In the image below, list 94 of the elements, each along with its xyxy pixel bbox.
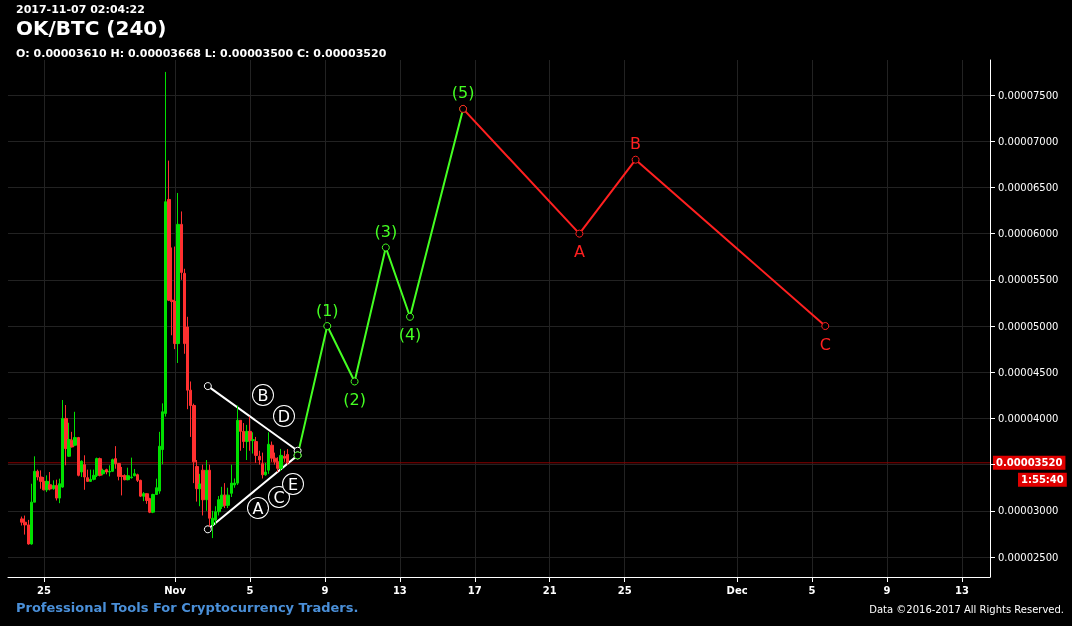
point (821, 322, 830, 331)
annotation: (3) (374, 221, 398, 241)
point (631, 155, 640, 164)
candlestick (286, 448, 289, 466)
annotation: B (630, 134, 642, 154)
point (575, 229, 584, 238)
x-tick-label: 5 (808, 584, 816, 596)
candlestick (48, 471, 52, 491)
point (350, 377, 359, 386)
annotation: C (819, 334, 831, 354)
candlestick (39, 469, 43, 490)
text: 1:55:40 (1021, 474, 1064, 486)
candlestick (70, 431, 74, 449)
candlestick (261, 452, 264, 479)
y-tick-label: 0.00004000 (998, 412, 1059, 424)
candlestick (80, 459, 83, 478)
point (203, 525, 212, 534)
y-tick-label: 0.00006500 (998, 181, 1059, 193)
candlestick (248, 416, 252, 452)
x-tick-label: 13 (392, 584, 407, 596)
candlestick (142, 491, 146, 502)
x-tick-label: Nov (164, 584, 187, 596)
candlestick (201, 464, 205, 516)
candlestick (176, 192, 180, 364)
candlestick (73, 411, 77, 447)
x-tick-label: Dec (726, 584, 748, 596)
chart-title: OK/BTC (240) (16, 16, 167, 40)
candlestick (120, 466, 124, 496)
candlestick (64, 404, 68, 466)
candlestick (83, 454, 86, 491)
x-tick-label: 13 (954, 584, 969, 596)
y-tick-label: 0.00007000 (998, 135, 1059, 147)
candlestick (251, 431, 255, 455)
point (323, 322, 332, 331)
y-tick-label: 0.00005500 (998, 274, 1059, 286)
candlestick (223, 482, 227, 509)
annotation: B (257, 385, 269, 405)
candlestick (283, 450, 286, 463)
candlestick (130, 457, 133, 480)
annotation: (5) (451, 83, 475, 103)
y-tick-label: 0.00007500 (998, 89, 1059, 101)
candlestick (173, 246, 177, 350)
annotation: C (273, 487, 285, 507)
candlestick (245, 424, 249, 461)
annotation: A (252, 498, 264, 518)
candlestick (242, 422, 245, 449)
point (406, 312, 415, 321)
y-tick-label: 0.00002500 (998, 551, 1059, 563)
candlestick (77, 436, 80, 477)
candlestick (45, 474, 49, 493)
text: Professional Tools For Cryptocurrency Traders. (16, 600, 359, 615)
candlestick (239, 419, 242, 452)
point (381, 243, 390, 252)
candlestick (101, 468, 105, 476)
candlestick (27, 519, 30, 546)
candlestick (236, 405, 239, 486)
candlestick (208, 464, 211, 528)
x-tick-label: 25 (36, 584, 51, 596)
candlestick (270, 441, 274, 463)
y-tick-label: 0.00004500 (998, 366, 1059, 378)
x-tick-label: 25 (617, 584, 632, 596)
x-tick-label: 9 (321, 584, 329, 596)
text: Data ©2016-2017 All Rights Reserved. (869, 603, 1064, 615)
y-tick-label: 0.00005000 (998, 320, 1059, 332)
candlestick (276, 456, 280, 473)
candlestick (105, 468, 108, 475)
chart-subtitle: 2017-11-07 02:04:22 (16, 3, 145, 16)
candlestick (205, 459, 208, 512)
x-tick-label: 17 (467, 584, 482, 596)
candlestick (211, 510, 214, 539)
candlestick (55, 479, 58, 501)
point (203, 382, 212, 391)
ref-line-label: 0.00003520 (996, 457, 1063, 469)
annotation: (1) (315, 300, 339, 320)
candlestick (52, 479, 55, 491)
annotation: E (287, 474, 299, 494)
candlestick (111, 458, 114, 473)
candlestick (89, 469, 92, 483)
annotation: (4) (398, 325, 422, 345)
text: O: 0.00003610 H: 0.00003668 L: 0.00003500 C: 0.00003520 (16, 47, 387, 60)
candlestick (254, 436, 258, 464)
y-tick-label: 0.00006000 (998, 228, 1059, 240)
x-tick-label: 5 (246, 584, 254, 596)
annotation: A (573, 242, 585, 262)
x-tick-label: 9 (883, 584, 891, 596)
candlestick (198, 473, 202, 507)
annotation: (2) (343, 389, 366, 409)
candlestick (279, 448, 283, 472)
annotation: D (277, 406, 291, 426)
y-tick-label: 0.00003000 (998, 505, 1059, 517)
candlestick (67, 422, 71, 458)
candlestick (267, 431, 270, 475)
candlestick (98, 457, 102, 477)
x-tick-label: 21 (542, 584, 557, 596)
